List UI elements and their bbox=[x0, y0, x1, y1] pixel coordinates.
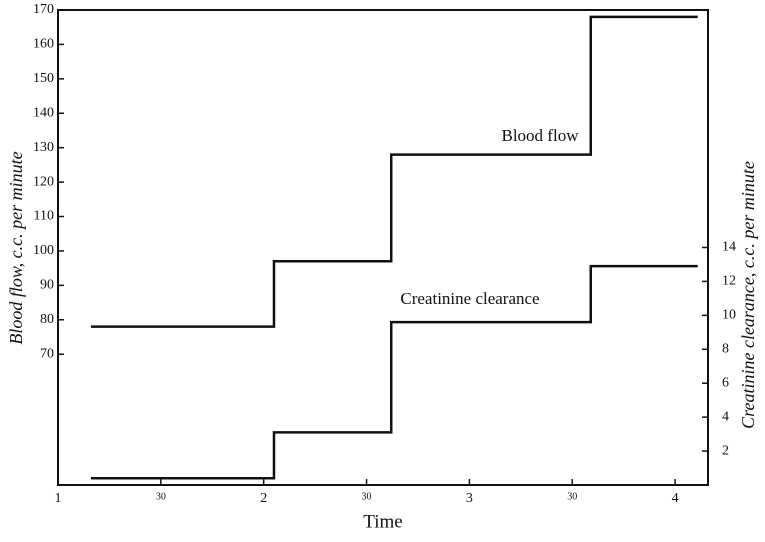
x-tick-label: 30 bbox=[567, 491, 577, 502]
y2-tick-label: 12 bbox=[722, 274, 736, 289]
y2-tick-label: 8 bbox=[722, 342, 729, 357]
y-tick-label: 130 bbox=[33, 140, 54, 155]
x-tick-label: 4 bbox=[672, 491, 679, 506]
step-line bbox=[90, 15, 698, 328]
x-tick-label: 30 bbox=[362, 491, 372, 502]
y-axis-label: Blood flow, c.c. per minute bbox=[6, 151, 26, 344]
x-tick-label: 3 bbox=[466, 491, 473, 506]
y-tick-label: 70 bbox=[40, 346, 54, 361]
x-tick-label: 30 bbox=[156, 491, 166, 502]
annotation: Blood flow bbox=[502, 126, 580, 145]
y2-tick-label: 6 bbox=[722, 375, 729, 390]
x-axis-label: Time bbox=[363, 511, 402, 532]
y2-tick-label: 4 bbox=[722, 409, 729, 424]
plot-frame bbox=[57, 9, 709, 486]
y2-tick-label: 2 bbox=[722, 443, 729, 458]
y-tick-label: 160 bbox=[33, 37, 54, 52]
annotation: Creatinine clearance bbox=[400, 289, 539, 308]
x-tick-label: 2 bbox=[260, 491, 267, 506]
step-line bbox=[90, 264, 698, 480]
y-tick-label: 80 bbox=[40, 312, 54, 327]
y-tick-label: 170 bbox=[33, 2, 54, 17]
y-tick-label: 150 bbox=[33, 71, 54, 86]
x-tick-label: 1 bbox=[55, 491, 62, 506]
y-tick-label: 90 bbox=[40, 278, 54, 293]
y2-axis-label: Creatinine clearance, c.c. per minute bbox=[738, 161, 758, 429]
y-tick-label: 120 bbox=[33, 174, 54, 189]
y-tick-label: 110 bbox=[34, 209, 54, 224]
y-tick-label: 140 bbox=[33, 105, 54, 120]
y2-tick-label: 10 bbox=[722, 308, 736, 323]
y2-tick-label: 14 bbox=[722, 240, 736, 255]
y-tick-label: 100 bbox=[33, 243, 54, 258]
